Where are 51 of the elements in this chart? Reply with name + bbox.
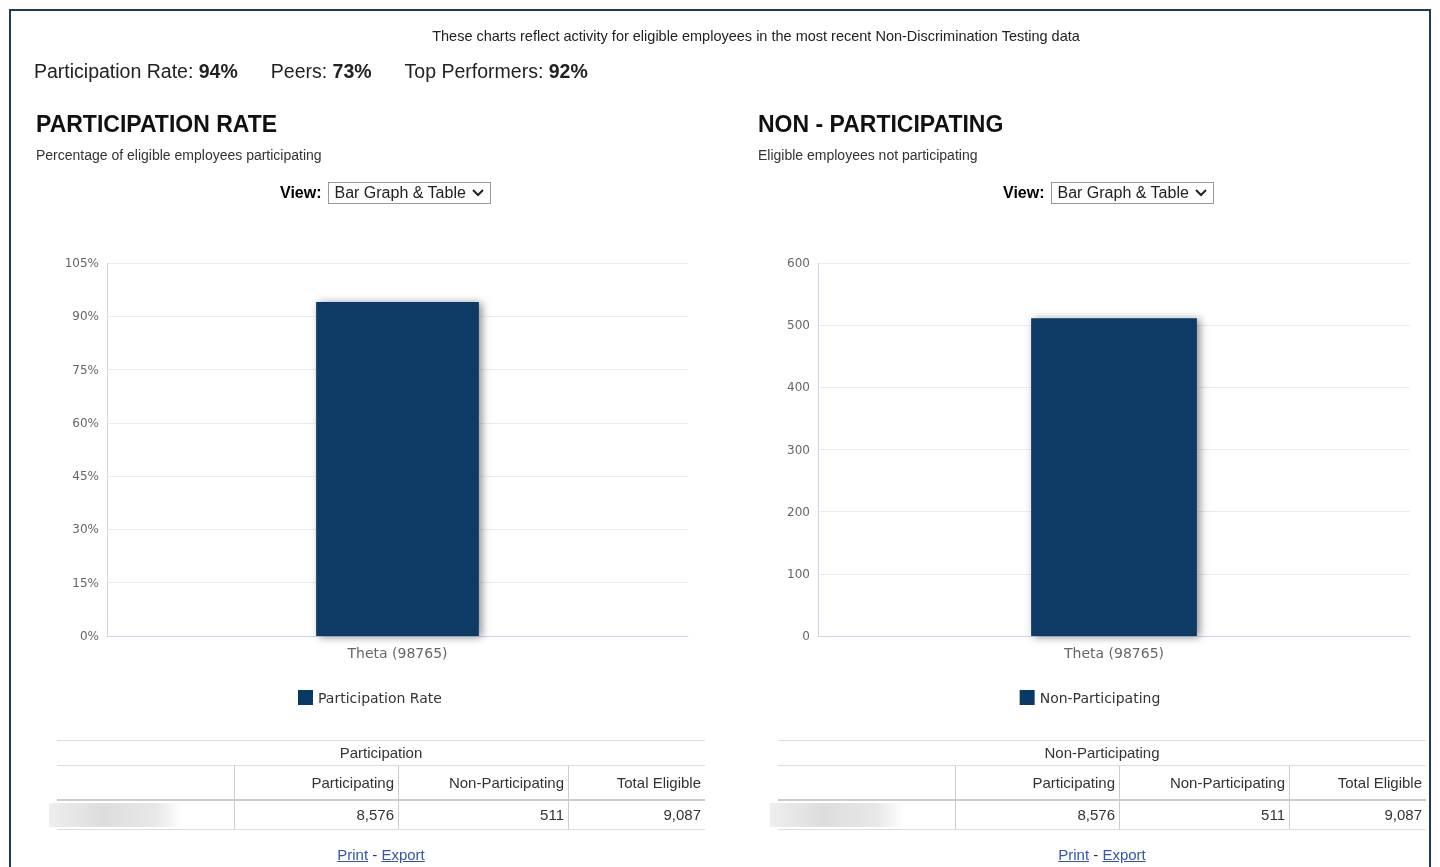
text: 8,576	[235, 801, 399, 829]
text: Participation Rate: 94%	[34, 60, 238, 82]
text: Print	[337, 846, 369, 863]
text: 8,576	[956, 801, 1120, 829]
legend-label: Participation Rate	[318, 689, 442, 706]
y-tick-label: 500	[787, 318, 810, 333]
y-tick-label: 105%	[64, 256, 99, 270]
text: View:	[1003, 184, 1045, 202]
y-tick-label: 15%	[72, 575, 99, 590]
text: View:	[280, 184, 322, 202]
chart-title: PARTICIPATION RATE	[36, 111, 278, 138]
text: -	[1093, 846, 1099, 863]
text: Participating	[956, 766, 1120, 799]
y-tick-label: 300	[787, 442, 810, 457]
text: 511	[399, 801, 569, 829]
y-tick-label: 0	[802, 629, 810, 643]
y-tick-label: 90%	[72, 309, 99, 324]
chart-title: NON - PARTICIPATING	[758, 111, 1004, 138]
text: Non-Participating	[778, 740, 1426, 766]
text: Non-Participating	[399, 766, 569, 799]
text: Non-Participating	[1120, 766, 1290, 799]
y-tick-label: 60%	[72, 415, 99, 430]
text: Export	[1102, 846, 1146, 863]
text: Total Eligible	[1336, 773, 1423, 793]
y-tick-label: 45%	[72, 469, 99, 484]
text: 9,087	[1383, 805, 1423, 825]
text: Participation	[57, 740, 705, 766]
text: -	[372, 846, 378, 863]
chart-subtitle: Percentage of eligible employees participating	[36, 147, 322, 163]
y-tick-label: 600	[787, 256, 810, 270]
y-tick-label: 200	[787, 504, 810, 519]
text: Bar Graph & Table	[327, 182, 491, 204]
text: Bar Graph & Table	[1050, 182, 1214, 204]
y-tick-label: 0%	[79, 629, 99, 643]
text: 9,087	[662, 805, 702, 825]
x-tick-label: Theta (98765)	[1062, 645, 1165, 661]
y-tick-label: 30%	[72, 522, 99, 537]
text: Peers: 73%	[270, 60, 372, 82]
text: Print	[1058, 846, 1090, 863]
y-tick-label: 100	[787, 566, 810, 581]
text: Total Eligible	[615, 773, 702, 793]
y-tick-label: 400	[787, 380, 810, 395]
x-tick-label: Theta (98765)	[346, 645, 448, 661]
y-tick-label: 75%	[72, 362, 99, 377]
text: 511	[1120, 801, 1290, 829]
text: Top Performers: 92%	[404, 60, 588, 82]
text: These charts reflect activity for eligible employees in the most recent Non-Discrimination Testing data	[431, 28, 1081, 44]
chart-subtitle: Eligible employees not participating	[758, 147, 978, 163]
legend-label: Non-Participating	[1039, 689, 1161, 706]
text: Export	[381, 846, 425, 863]
text: Participating	[235, 766, 399, 799]
